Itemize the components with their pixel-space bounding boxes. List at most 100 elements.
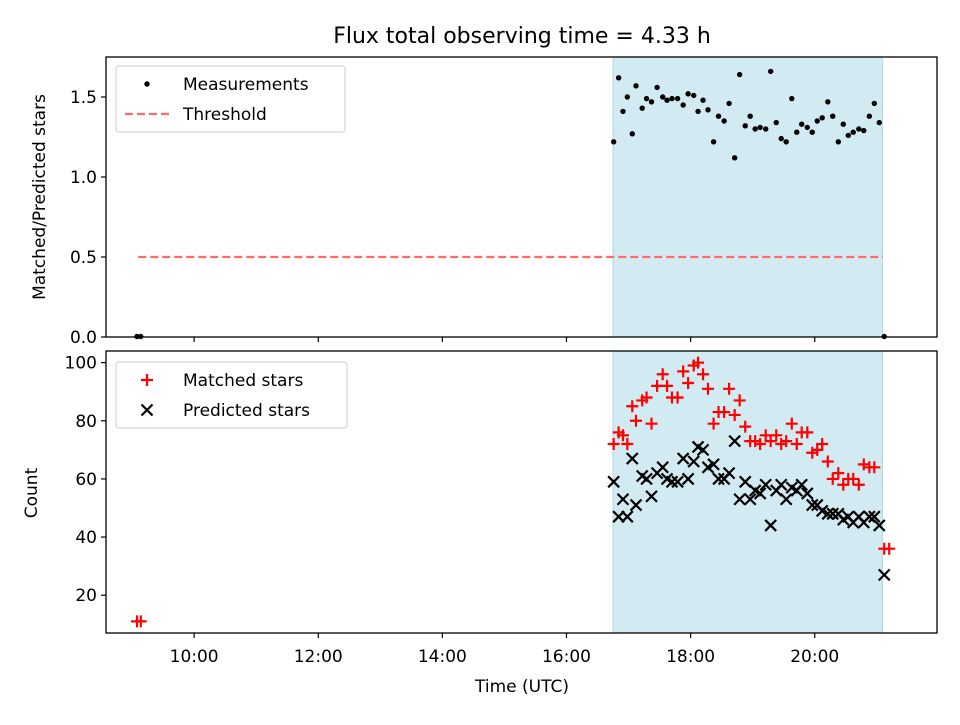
- bottom-ytick-label: 60: [75, 470, 97, 490]
- predicted-star-marker: [681, 472, 695, 486]
- measurement-point: [825, 99, 831, 105]
- matched-star-marker: [661, 379, 674, 392]
- measurement-point: [710, 139, 717, 145]
- measurement-point: [705, 107, 711, 113]
- matched-star-marker: [852, 478, 865, 491]
- predicted-star-marker: [722, 466, 736, 480]
- matched-star-marker: [640, 391, 653, 404]
- bottom-x-ticks: 10:00 12:00 14:00 16:00 18:00 20:00: [170, 633, 839, 667]
- predicted-star-marker: [616, 492, 630, 506]
- matched-star-marker: [883, 542, 896, 555]
- predicted-star-marker: [687, 455, 700, 468]
- top-ytick-label: 1.5: [70, 88, 97, 108]
- measurement-point: [804, 124, 810, 131]
- top-band-rect: [612, 56, 883, 338]
- legend-predicted-marker: [140, 403, 154, 417]
- measurement-point: [856, 126, 862, 132]
- predicted-star-marker: [753, 487, 767, 500]
- top-panel: 0.0 0.5 1.0 1.5 Matched/Predicted stars Mea…: [30, 56, 938, 348]
- bottom-legend-box: [115, 361, 348, 429]
- matched-star-marker: [134, 615, 147, 628]
- measurement-point: [633, 83, 639, 89]
- top-observing-band: [612, 56, 883, 338]
- top-ytick-label: 0.5: [70, 248, 97, 268]
- measurement-point: [747, 113, 753, 119]
- predicted-star-marker: [629, 498, 643, 512]
- matched-star-marker: [692, 356, 705, 369]
- matched-star-marker: [832, 467, 845, 480]
- top-ytick-label: 0.0: [70, 328, 97, 348]
- matched-star-marker: [630, 414, 643, 427]
- measurement-point: [629, 131, 635, 137]
- measurement-point: [736, 71, 743, 78]
- matched-star-marker: [780, 435, 793, 448]
- matched-star-marker: [616, 429, 629, 442]
- matched-star-marker: [754, 438, 767, 451]
- legend-measurements-marker: [144, 81, 150, 87]
- predicted-star-marker: [863, 510, 876, 523]
- bottom-ytick-label: 100: [65, 354, 97, 374]
- measurement-point: [664, 97, 670, 103]
- bottom-xtick-label: 20:00: [790, 647, 839, 667]
- predicted-star-marker: [733, 492, 746, 506]
- predicted-star-marker: [826, 507, 840, 521]
- measurement-point: [654, 84, 660, 91]
- measurement-point: [835, 139, 842, 145]
- measurement-point: [866, 113, 873, 119]
- measurement-point: [615, 75, 622, 81]
- measurement-point: [814, 118, 820, 124]
- measurement-point: [691, 92, 697, 99]
- predicted-star-marker: [877, 568, 891, 582]
- predicted-star-marker: [607, 475, 620, 489]
- matched-star-marker: [707, 417, 720, 430]
- matched-star-marker: [739, 420, 752, 433]
- matched-star-marker: [847, 472, 860, 485]
- predicted-star-marker: [707, 458, 720, 471]
- bottom-xtick-label: 18:00: [666, 647, 715, 667]
- bottom-ytick-label: 20: [75, 586, 97, 606]
- matched-star-marker: [770, 429, 783, 442]
- measurement-point: [624, 94, 631, 100]
- matched-star-marker: [701, 382, 714, 395]
- measurement-point: [809, 129, 815, 135]
- predicted-star-marker: [873, 519, 886, 532]
- matched-star-marker: [671, 391, 684, 404]
- measurement-point: [830, 113, 836, 119]
- predicted-star-marker: [671, 475, 684, 489]
- predicted-star-marker: [738, 475, 752, 489]
- matched-star-marker: [790, 438, 803, 451]
- measurement-point: [783, 139, 789, 145]
- predicted-star-marker: [821, 507, 835, 521]
- measurement-point: [778, 135, 784, 142]
- measurement-point: [799, 121, 805, 127]
- bottom-y-axis-label: Count: [22, 467, 42, 518]
- predicted-star-marker: [801, 487, 814, 500]
- predicted-star-marker: [626, 452, 639, 465]
- bottom-observing-band: [612, 350, 883, 634]
- legend-threshold-label: Threshold: [182, 105, 267, 125]
- measurement-point: [763, 126, 769, 132]
- bottom-band-rect: [612, 350, 883, 634]
- measurement-point: [648, 99, 655, 105]
- matched-star-marker: [821, 455, 834, 468]
- matched-star-marker: [816, 438, 829, 451]
- bottom-xtick-label: 14:00: [418, 647, 467, 667]
- predicted-star-marker: [728, 434, 741, 448]
- bottom-xtick-label: 12:00: [294, 647, 343, 667]
- predicted-star-marker: [712, 472, 725, 486]
- measurement-point: [700, 97, 706, 103]
- x-axis-label: Time (UTC): [474, 677, 569, 697]
- predicted-star-marker: [774, 478, 788, 492]
- measurement-point: [731, 155, 738, 161]
- measurement-point: [871, 100, 878, 107]
- measurement-point: [620, 108, 626, 115]
- top-x-ticks: [193, 337, 816, 342]
- predicted-star-marker: [764, 519, 777, 532]
- legend-matched-label: Matched stars: [183, 371, 303, 391]
- matched-star-marker: [697, 368, 710, 381]
- measurement-point: [669, 95, 675, 102]
- matched-star-marker: [607, 438, 620, 451]
- measurement-point: [845, 132, 851, 139]
- predicted-star-marker: [696, 443, 710, 457]
